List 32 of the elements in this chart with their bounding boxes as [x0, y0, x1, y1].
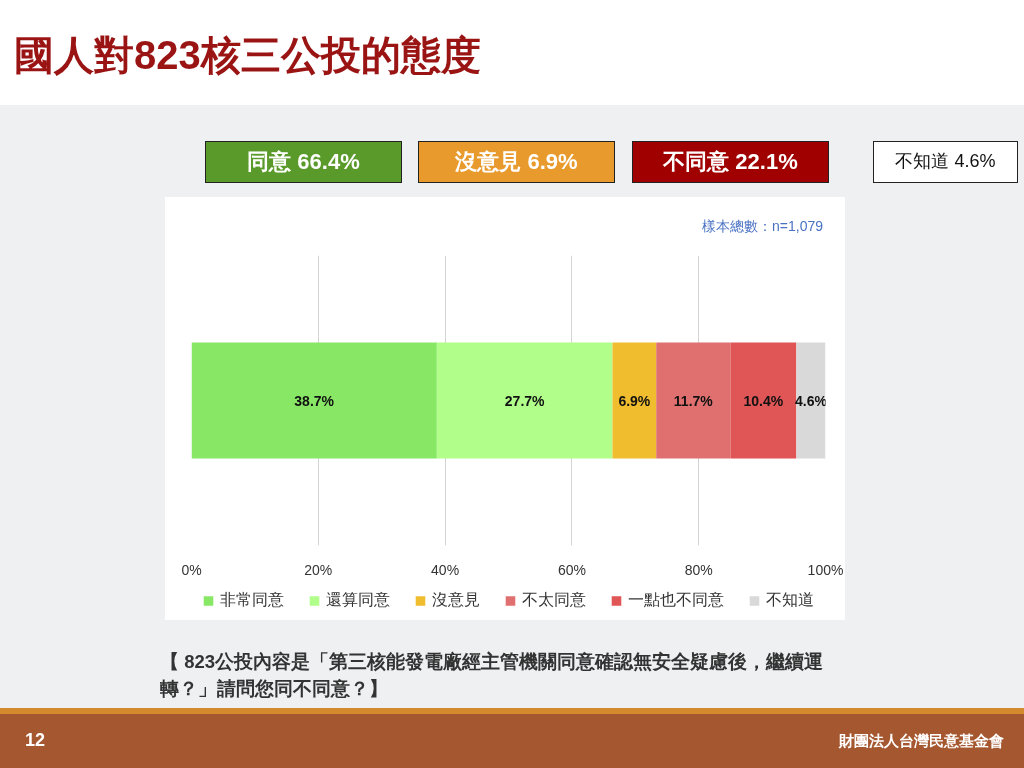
- x-tick-label: 100%: [807, 561, 844, 578]
- text: 12: [25, 729, 46, 752]
- text: 財團法人台灣民意基金會: [839, 731, 1004, 751]
- legend-label: 沒意見: [432, 589, 480, 610]
- bar: [191, 342, 437, 459]
- data-label: 38.7%: [294, 392, 335, 409]
- text: 【 823公投內容是「第三核能發電廠經主管機關同意確認無安全疑慮後，繼續運轉？」請問您同不同意？】: [160, 650, 824, 701]
- x-tick-label: 60%: [557, 561, 586, 578]
- legend-label: 不知道: [766, 589, 814, 610]
- annotation-box: 不同意 22.1%: [632, 141, 829, 183]
- x-tick-label: 0%: [181, 561, 202, 578]
- legend-label: 非常同意: [220, 589, 284, 610]
- data-label: 6.9%: [618, 392, 651, 409]
- annotation-box: 同意 66.4%: [205, 141, 402, 183]
- x-tick-label: 40%: [431, 561, 460, 578]
- chart-title: 國人對823核三公投的態度: [14, 32, 481, 79]
- bar: [796, 342, 826, 459]
- text: 樣本總數：n=1,079: [702, 217, 823, 235]
- annotation-box: 不知道 4.6%: [873, 141, 1018, 183]
- bar: [436, 342, 613, 459]
- annotation-box: 沒意見 6.9%: [418, 141, 615, 183]
- bar: [656, 342, 731, 459]
- x-tick-label: 20%: [304, 561, 333, 578]
- data-label: 27.7%: [504, 392, 546, 409]
- legend-label: 一點也不同意: [628, 589, 724, 610]
- bar: [612, 342, 657, 459]
- data-label: 11.7%: [673, 392, 714, 409]
- x-tick-label: 80%: [684, 561, 713, 578]
- data-label: 10.4%: [743, 392, 784, 409]
- legend-label: 不太同意: [522, 589, 586, 610]
- bar: [730, 342, 797, 459]
- legend-label: 還算同意: [326, 589, 390, 610]
